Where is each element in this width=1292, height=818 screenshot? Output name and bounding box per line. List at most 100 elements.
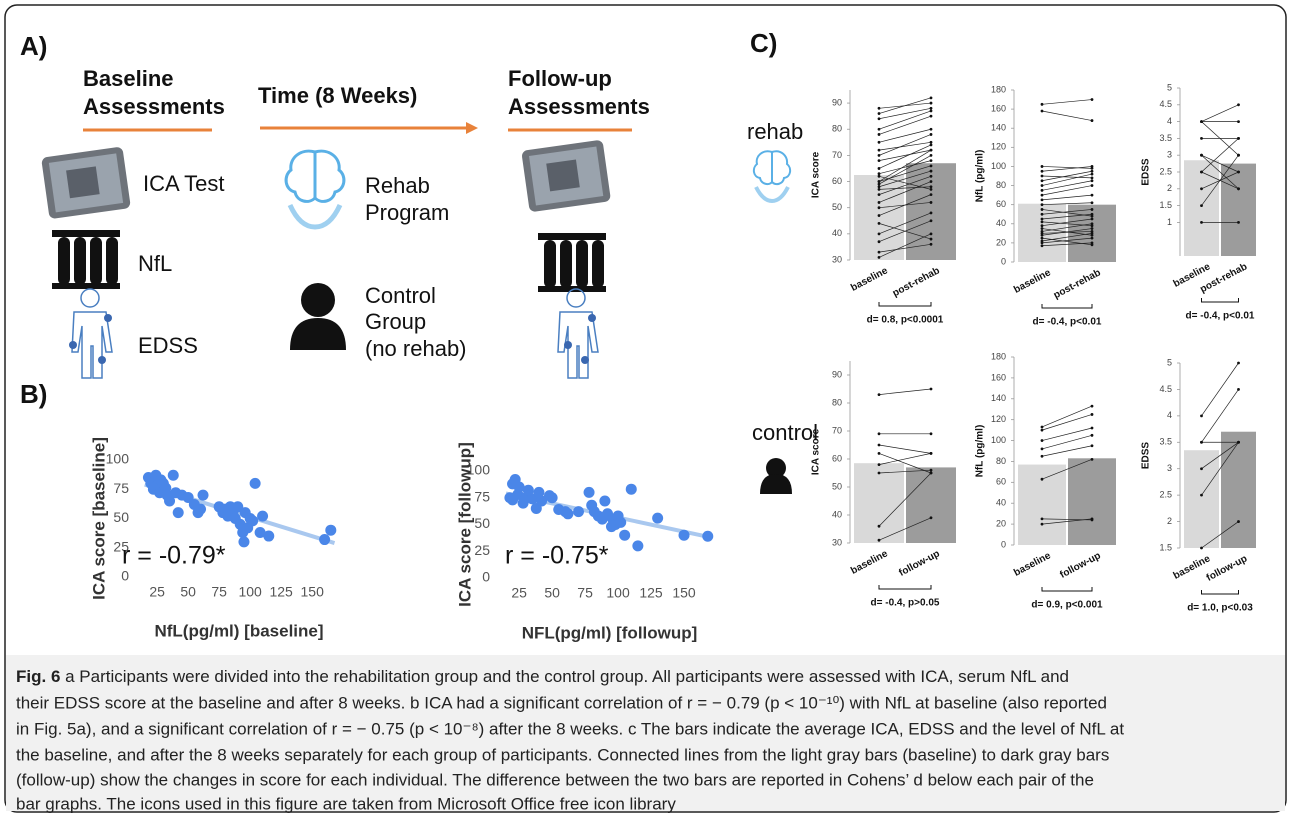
subject-line	[1041, 209, 1093, 215]
subject-point	[929, 471, 933, 475]
subject-line	[878, 388, 932, 395]
y-tick-label: 2	[1167, 183, 1172, 193]
person-icon	[290, 283, 346, 350]
point	[619, 529, 631, 541]
y-tick-label: 80	[996, 456, 1006, 466]
subject-point	[1090, 413, 1094, 416]
subject-point	[1090, 243, 1094, 247]
subject-line	[1041, 166, 1093, 169]
y-tick-label: 80	[832, 124, 842, 134]
subject-line	[1041, 185, 1093, 196]
subject-point	[929, 101, 933, 105]
subject-point	[1040, 230, 1044, 233]
subject-line	[878, 223, 932, 240]
subject-point	[929, 219, 933, 223]
item-label: Program	[365, 200, 449, 225]
y-tick-label: 180	[991, 351, 1006, 361]
subject-line	[878, 444, 932, 454]
bracket	[1201, 298, 1239, 303]
x-tick-label: 25	[149, 584, 165, 600]
subject-point	[1200, 187, 1203, 191]
point	[254, 527, 266, 539]
y-tick-label: 140	[991, 123, 1006, 133]
point	[172, 507, 184, 519]
subject-point	[877, 174, 881, 178]
y-tick-label: 100	[991, 435, 1006, 445]
subject-point	[877, 471, 881, 475]
subject-point	[877, 232, 881, 236]
subject-line	[878, 517, 932, 541]
subject-point	[1090, 457, 1094, 461]
y-tick-label: 100	[467, 462, 491, 478]
marker-dot	[564, 341, 572, 349]
subject-point	[877, 112, 881, 115]
y-tick-label: 90	[832, 369, 842, 379]
subject-point	[1040, 102, 1044, 106]
point	[625, 483, 637, 495]
item-label: ICA Test	[143, 171, 225, 196]
subject-line	[1041, 405, 1093, 428]
subject-point	[1237, 187, 1240, 191]
subject-line	[1201, 154, 1239, 173]
subject-line	[1201, 442, 1239, 496]
y-tick-label: 0	[482, 569, 490, 585]
tablet-icon	[522, 140, 611, 212]
y-tick-label: 3.5	[1159, 133, 1172, 143]
point	[546, 492, 558, 504]
subject-point	[1090, 176, 1094, 180]
subject-line	[1201, 362, 1239, 417]
y-tick-label: 160	[991, 103, 1006, 113]
y-tick-label: 80	[832, 397, 842, 407]
marker-dot	[588, 314, 596, 322]
point	[197, 489, 209, 501]
y-axis-label: EDSS	[1141, 442, 1152, 470]
subject-point	[1040, 193, 1044, 197]
bracket	[1041, 304, 1093, 309]
subject-line	[878, 160, 932, 175]
subject-point	[929, 174, 933, 178]
subject-line	[878, 472, 932, 527]
subject-line	[1201, 154, 1239, 190]
subject-point	[1090, 184, 1094, 187]
x-tick-label: 100	[606, 585, 630, 601]
subject-point	[1040, 227, 1044, 230]
item-label: NfL	[138, 251, 172, 276]
subject-point	[877, 167, 881, 170]
y-tick-label: 30	[832, 254, 842, 264]
subject-point	[877, 106, 881, 110]
subject-point	[1090, 236, 1094, 240]
y-tick-label: 120	[991, 414, 1006, 424]
y-tick-label: 40	[832, 509, 842, 519]
subject-point	[1040, 208, 1044, 211]
subject-point	[877, 185, 881, 189]
subject-line	[1041, 180, 1093, 191]
subject-point	[1200, 170, 1203, 174]
y-axis-label: ICA score	[811, 151, 822, 198]
heading: Time (8 Weeks)	[258, 83, 417, 108]
subject-point	[877, 117, 881, 121]
subject-point	[1040, 428, 1044, 432]
panel-label: B)	[20, 379, 47, 409]
caption-background	[6, 655, 1285, 811]
y-axis-label: ICA score [baseline]	[89, 437, 108, 600]
subject-point	[877, 432, 881, 436]
subject-line	[878, 453, 932, 465]
point	[615, 516, 627, 528]
y-axis-label: NfL (pg/ml)	[975, 425, 986, 478]
point	[325, 524, 337, 536]
point	[562, 508, 574, 520]
subject-line	[1041, 194, 1093, 201]
subject-point	[1200, 204, 1203, 208]
subject-point	[1090, 224, 1094, 228]
subject-point	[1237, 120, 1240, 123]
x-tick-label: 125	[269, 584, 293, 600]
annotation: r = -0.75*	[505, 542, 609, 570]
subject-point	[929, 516, 933, 520]
subject-line	[1041, 434, 1093, 450]
subject-point	[1090, 444, 1094, 448]
subject-point	[1040, 212, 1044, 216]
subject-point	[1040, 239, 1044, 243]
subject-point	[877, 182, 881, 186]
y-tick-label: 4	[1167, 410, 1172, 420]
subject-line	[1041, 427, 1093, 441]
